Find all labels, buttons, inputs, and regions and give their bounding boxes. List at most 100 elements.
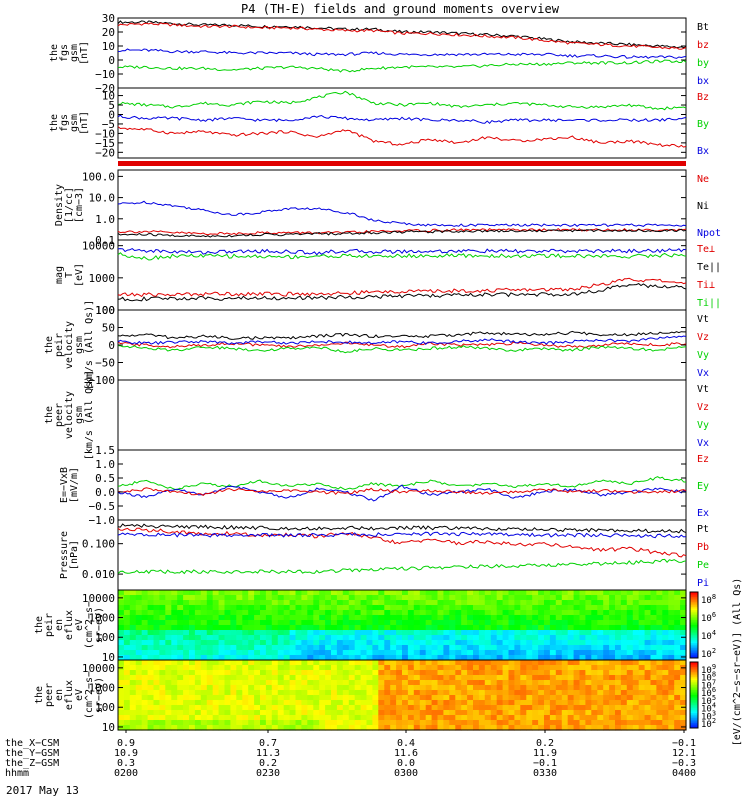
spectrogram-cell [295, 715, 302, 721]
spectrogram-cell [585, 680, 592, 686]
spectrogram-cell [260, 645, 267, 651]
spectrogram-cell [390, 665, 397, 671]
y-tick-label: 10 [102, 721, 115, 734]
spectrogram-cell [615, 715, 622, 721]
spectrogram-cell [348, 650, 356, 656]
spectrogram-cell [579, 635, 586, 641]
spectrogram-cell [650, 690, 657, 696]
spectrogram-cell [123, 680, 131, 686]
spectrogram-cell [336, 680, 344, 686]
spectrogram-cell [443, 605, 450, 611]
spectrogram-cell [123, 690, 131, 696]
spectrogram-cell [573, 615, 581, 621]
spectrogram-cell [626, 720, 634, 726]
spectrogram-cell [626, 650, 634, 656]
spectrogram-cell [366, 595, 373, 601]
spectrogram-cell [242, 660, 249, 666]
series-line-By [117, 114, 687, 125]
spectrogram-cell [307, 690, 314, 696]
spectrogram-cell [490, 625, 498, 631]
spectrogram-cell [189, 705, 196, 711]
spectrogram-cell [496, 660, 504, 666]
spectrogram-cell [194, 645, 202, 651]
spectrogram-cell [425, 680, 433, 686]
spectrogram-cell [331, 725, 338, 731]
colorbar-cell [690, 685, 698, 688]
spectrogram-cell [538, 665, 545, 671]
spectrogram-cell [331, 620, 338, 626]
spectrogram-cell [461, 720, 468, 726]
spectrogram-cell [165, 615, 172, 621]
spectrogram-cell [461, 670, 468, 676]
spectrogram-cell [212, 705, 220, 711]
spectrogram-cell [242, 705, 249, 711]
spectrogram-cell [360, 630, 368, 636]
spectrogram-cell [668, 690, 675, 696]
y-tick-label: 0.5 [95, 472, 115, 485]
spectrogram-cell [532, 680, 539, 686]
panel-frame [117, 169, 687, 241]
spectrogram-cell [437, 720, 444, 726]
spectrogram-cell [165, 620, 172, 626]
spectrogram-cell [135, 650, 143, 656]
x-tick-label: 0.3 [117, 758, 135, 769]
spectrogram-cell [544, 680, 551, 686]
spectrogram-cell [360, 680, 368, 686]
spectrogram-cell [277, 595, 285, 601]
spectrogram-cell [526, 690, 533, 696]
colorbar-cell [690, 691, 698, 694]
spectrogram-cell [449, 685, 456, 691]
spectrogram-cell [407, 630, 415, 636]
spectrogram-cell [407, 675, 415, 681]
spectrogram-cell [336, 630, 344, 636]
spectrogram-cell [526, 725, 533, 731]
spectrogram-cell [342, 725, 350, 731]
colorbar-cell [690, 636, 698, 639]
spectrogram-cell [265, 720, 273, 726]
spectrogram-cell [301, 655, 308, 661]
spectrogram-cell [354, 705, 362, 711]
spectrogram-cell [378, 635, 385, 641]
spectrogram-cell [473, 600, 480, 606]
spectrogram-cell [425, 675, 433, 681]
spectrogram-cell [265, 655, 273, 661]
y-tick-label: −5 [102, 118, 115, 131]
spectrogram-cell [378, 690, 385, 696]
spectrogram-cell [194, 715, 202, 721]
spectrogram-cell [449, 700, 456, 706]
spectrogram-cell [544, 590, 551, 596]
spectrogram-cell [413, 725, 421, 731]
spectrogram-cell [147, 665, 155, 671]
spectrogram-cell [573, 640, 581, 646]
spectrogram-cell [147, 595, 155, 601]
spectrogram-cell [301, 675, 308, 681]
spectrogram-cell [650, 675, 657, 681]
spectrogram-cell [597, 665, 604, 671]
spectrogram-cell [260, 665, 267, 671]
colorbar-label: [eV/(cm^2−s−sr−eV)] (All Qs) [732, 578, 743, 747]
spectrogram-cell [567, 615, 575, 621]
spectrogram-cell [573, 600, 581, 606]
spectrogram-cell [384, 710, 391, 716]
spectrogram-cell [615, 640, 622, 646]
spectrogram-cell [248, 635, 255, 641]
spectrogram-cell [490, 670, 498, 676]
spectrogram-cell [342, 620, 350, 626]
spectrogram-cell [656, 690, 663, 696]
spectrogram-cell [390, 710, 397, 716]
spectrogram-cell [265, 645, 273, 651]
spectrogram-cell [461, 690, 468, 696]
spectrogram-cell [544, 715, 551, 721]
spectrogram-cell [467, 600, 474, 606]
spectrogram-cell [591, 705, 598, 711]
spectrogram-cell [295, 610, 302, 616]
spectrogram-cell [129, 715, 137, 721]
spectrogram-cell [526, 665, 533, 671]
spectrogram-cell [662, 650, 669, 656]
spectrogram-cell [461, 715, 468, 721]
spectrogram-cell [129, 685, 137, 691]
spectrogram-cell [177, 635, 184, 641]
spectrogram-cell [585, 595, 592, 601]
series-line-Ez [117, 487, 687, 497]
spectrogram-cell [549, 695, 557, 701]
